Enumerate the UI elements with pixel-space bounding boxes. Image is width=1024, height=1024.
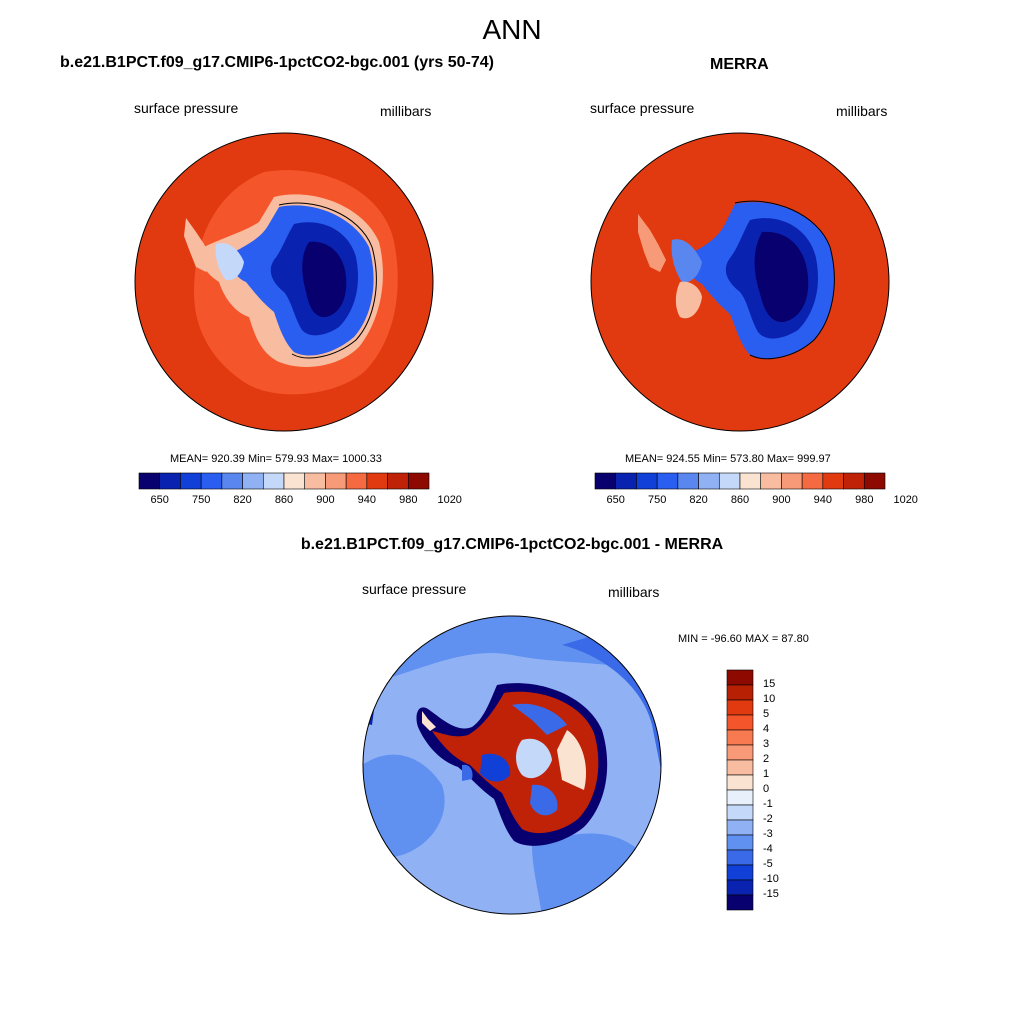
panel-2-colorbar-swatch (718, 472, 741, 490)
panel-3-colorbar-swatch (726, 819, 754, 836)
panel-1-colorbar-tick-label: 650 (150, 494, 169, 506)
panel-3-colorbar (726, 669, 754, 911)
panel-3-stats: MIN = -96.60 MAX = 87.80 (678, 633, 809, 645)
panel-2-map (590, 132, 890, 432)
panel-2-colorbar-swatch (781, 472, 803, 490)
panel-3-colorbar-tick-label: -15 (763, 888, 779, 900)
panel-3-map (362, 615, 662, 915)
panel-2-colorbar-swatch (739, 472, 762, 490)
panel-2-stats: MEAN= 924.55 Min= 573.80 Max= 999.97 (625, 453, 831, 465)
panel-3-colorbar-swatch (726, 849, 754, 866)
panel-3-colorbar-tick-label: 15 (763, 678, 776, 690)
panel-1-colorbar-ticks: 650 750 820 860 900 940 980 1020 (139, 494, 462, 508)
panel-2-colorbar-tick-label: 900 (772, 494, 791, 506)
panel-3-colorbar-tick-label: 5 (763, 708, 770, 720)
panel-3-colorbar-ticks: 15 10 5 4 3 2 1 0 -1 -2 -3 -4 -5 -10 -15 (763, 670, 803, 910)
panel-3-colorbar-swatch (726, 804, 754, 821)
panel-2-colorbar-swatch (615, 472, 637, 490)
panel-1-colorbar-swatch (200, 472, 223, 490)
panel-3-units-label: millibars (608, 584, 660, 600)
panel-3-colorbar-swatch (726, 759, 754, 776)
panel-3-colorbar-tick-label: 3 (763, 738, 770, 750)
panel-3-colorbar-tick-label: 1 (763, 768, 770, 780)
panel-3-colorbar-swatch (726, 744, 754, 761)
panel-2-colorbar-swatch (594, 472, 617, 490)
panel-3-colorbar-tick-label: -3 (763, 828, 773, 840)
panel-3-colorbar-swatch (726, 774, 754, 791)
panel-3-colorbar-swatch (726, 714, 754, 731)
panel-1-units-label: millibars (380, 103, 432, 119)
panel-2-colorbar-ticks: 650 750 820 860 900 940 980 1020 (595, 494, 918, 508)
panel-1-title: b.e21.B1PCT.f09_g17.CMIP6-1pctCO2-bgc.00… (60, 54, 494, 71)
panel-1-colorbar-tick-label: 860 (274, 494, 294, 506)
panel-3-colorbar-tick-label: 4 (763, 723, 770, 735)
panel-3-colorbar-tick-label: 0 (763, 783, 770, 795)
panel-1-colorbar-swatch (221, 472, 243, 490)
panel-3-colorbar-swatch (726, 699, 754, 716)
panel-3-colorbar-swatch (726, 834, 754, 851)
panel-2-colorbar-swatch (863, 472, 886, 490)
panel-2-units-label: millibars (836, 103, 888, 119)
figure-title: ANN (482, 14, 542, 45)
panel-2-colorbar-tick-label: 1020 (893, 494, 918, 506)
panel-2-colorbar-tick-label: 980 (855, 494, 874, 506)
panel-2-colorbar-swatch (677, 472, 699, 490)
panel-1-colorbar-swatch (304, 472, 326, 490)
panel-2-colorbar-tick-label: 860 (730, 494, 750, 506)
panel-2-colorbar-swatch (656, 472, 679, 490)
panel-1-colorbar-swatch (407, 472, 430, 490)
panel-2-colorbar-tick-label: 750 (647, 494, 667, 506)
panel-1-colorbar-tick-label: 750 (191, 494, 211, 506)
panel-2-variable-label: surface pressure (590, 100, 695, 116)
panel-3-variable-label: surface pressure (362, 581, 467, 597)
panel-1-colorbar-swatch (283, 472, 306, 490)
panel-1-colorbar-tick-label: 900 (316, 494, 335, 506)
panel-3-colorbar-tick-label: -1 (763, 798, 773, 810)
panel-1-colorbar-swatch (345, 472, 368, 490)
panel-1-colorbar-swatch (180, 472, 202, 490)
panel-2-colorbar-swatch (698, 472, 720, 490)
panel-1-colorbar-swatch (387, 472, 409, 490)
panel-3-colorbar-swatch (726, 684, 754, 701)
panel-2-colorbar-tick-label: 650 (606, 494, 625, 506)
panel-3-colorbar-tick-label: -2 (763, 813, 773, 825)
panel-3-colorbar-tick-label: -5 (763, 858, 773, 870)
panel-1-colorbar-swatch (242, 472, 264, 490)
panel-1-colorbar-swatch (138, 472, 161, 490)
panel-1-colorbar-swatch (262, 472, 285, 490)
panel-1-colorbar-swatch (366, 472, 388, 490)
panel-2-colorbar-swatch (636, 472, 658, 490)
panel-3-colorbar-swatch (726, 864, 754, 881)
panel-3-colorbar-tick-label: 10 (763, 693, 776, 705)
panel-2-colorbar-tick-label: 820 (689, 494, 708, 506)
panel-1-variable-label: surface pressure (134, 100, 239, 116)
panel-3-colorbar-swatch (726, 894, 754, 911)
panel-1-colorbar (138, 472, 430, 490)
panel-1-stats: MEAN= 920.39 Min= 579.93 Max= 1000.33 (170, 453, 382, 465)
panel-1-colorbar-tick-label: 820 (233, 494, 252, 506)
panel-2-colorbar-swatch (760, 472, 782, 490)
panel-3-colorbar-tick-label: -4 (763, 843, 773, 855)
panel-1-colorbar-swatch (325, 472, 347, 490)
panel-3-colorbar-tick-label: -10 (763, 873, 779, 885)
panel-3-colorbar-swatch (726, 879, 754, 896)
panel-1-colorbar-tick-label: 940 (357, 494, 377, 506)
panel-1-colorbar-swatch (159, 472, 181, 490)
panel-3-colorbar-tick-label: 2 (763, 753, 770, 765)
panel-2-colorbar-tick-label: 940 (813, 494, 833, 506)
panel-2-colorbar-swatch (822, 472, 844, 490)
panel-3-colorbar-swatch (726, 729, 754, 746)
panel-2-colorbar-swatch (843, 472, 865, 490)
panel-2-colorbar (594, 472, 886, 490)
panel-3-colorbar-swatch (726, 669, 754, 686)
panel-1-map (134, 132, 434, 432)
panel-1-colorbar-tick-label: 980 (399, 494, 418, 506)
panel-2-colorbar-swatch (801, 472, 824, 490)
panel-1-colorbar-tick-label: 1020 (437, 494, 462, 506)
panel-3-colorbar-swatch (726, 789, 754, 806)
panel-2-title: MERRA (710, 56, 769, 73)
panel-3-title: b.e21.B1PCT.f09_g17.CMIP6-1pctCO2-bgc.00… (300, 536, 724, 553)
